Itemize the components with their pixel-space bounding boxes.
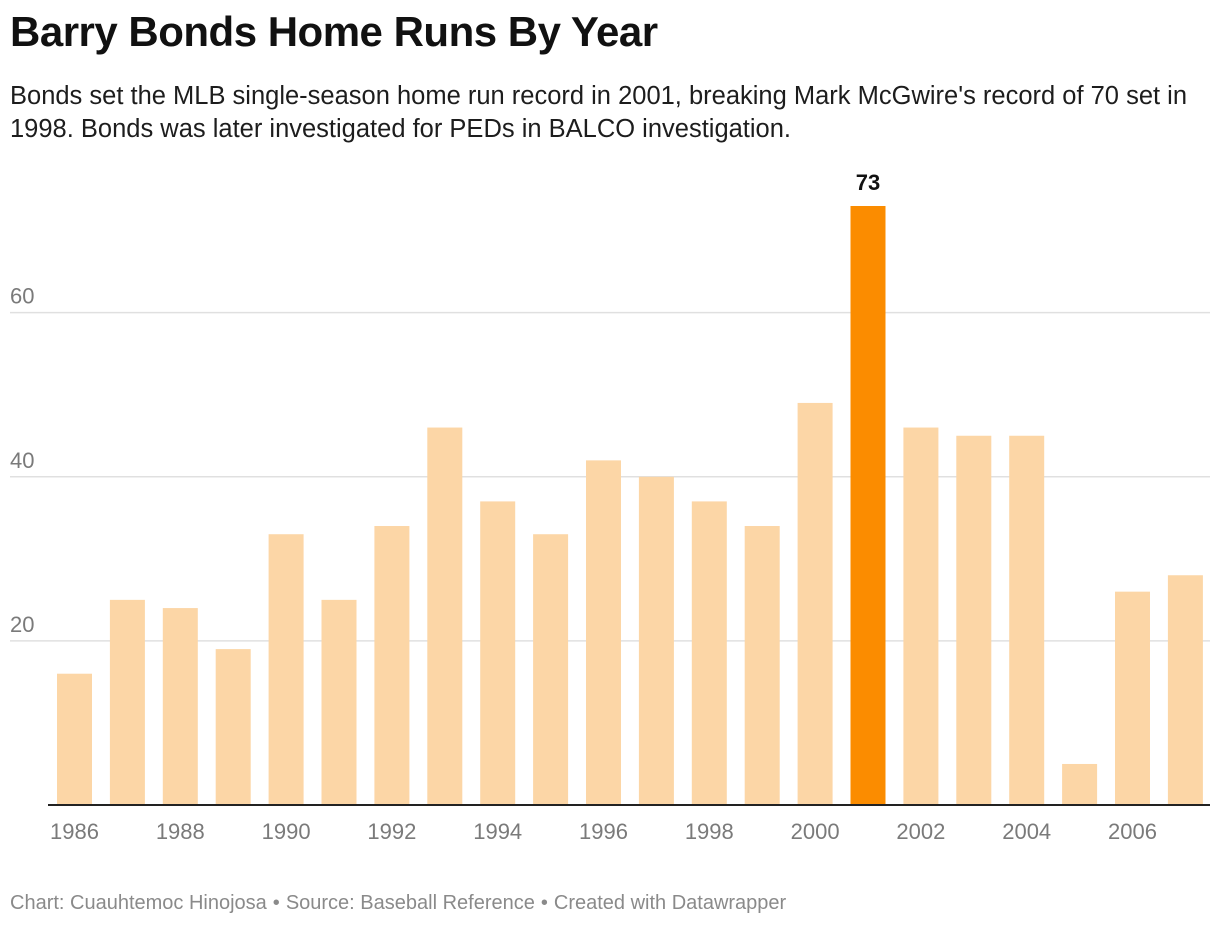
chart-footer: Chart: Cuauhtemoc Hinojosa • Source: Baseb… <box>10 892 786 915</box>
bar-1994 <box>480 501 516 805</box>
bar-2003 <box>956 435 992 805</box>
x-tick-label-2006: 2006 <box>1108 819 1157 844</box>
x-tick-label-2000: 2000 <box>791 819 840 844</box>
bar-1986 <box>57 673 92 805</box>
footer-created-with: Created with Datawrapper <box>553 892 787 914</box>
x-tick-label-1988: 1988 <box>156 819 205 844</box>
bar-2007 <box>1167 575 1203 805</box>
x-tick-label-2002: 2002 <box>896 819 945 844</box>
bar-1992 <box>374 526 410 805</box>
x-tick-label-1992: 1992 <box>367 819 416 844</box>
bar-2005 <box>1062 763 1098 805</box>
bar-1997 <box>638 476 674 805</box>
bar-2006 <box>1115 591 1150 805</box>
data-labels: 73 <box>856 170 880 195</box>
bar-chart: 20 40 60 73 1986 1988 1990 1992 1994 1996 1998 20… <box>10 170 1210 844</box>
bar-2001 <box>850 206 886 805</box>
footer-separator: • <box>540 892 548 914</box>
y-tick-label-40: 40 <box>10 448 34 473</box>
bar-1991 <box>321 599 357 805</box>
bar-1993 <box>427 427 463 805</box>
chart-title: Barry Bonds Home Runs By Year <box>10 8 658 55</box>
bar-1999 <box>744 526 780 805</box>
x-tick-label-1986: 1986 <box>50 819 99 844</box>
bar-2004 <box>1009 435 1045 805</box>
bar-2002 <box>903 427 939 805</box>
x-axis-ticks: 1986 1988 1990 1992 1994 1996 1998 2000 2002 2004… <box>50 819 1157 844</box>
bar-1995 <box>533 534 569 805</box>
bar-1989 <box>215 649 251 805</box>
y-axis-ticks: 20 40 60 <box>10 284 34 637</box>
bar-1988 <box>162 608 198 805</box>
bars <box>57 206 1203 805</box>
x-tick-label-1996: 1996 <box>579 819 628 844</box>
x-tick-label-1998: 1998 <box>685 819 734 844</box>
bar-1987 <box>109 599 145 805</box>
chart-subtitle: Bonds set the MLB single-season home run… <box>10 82 1188 143</box>
footer-separator: • <box>272 892 280 914</box>
data-label-2001: 73 <box>856 170 880 195</box>
bar-2000 <box>797 402 833 805</box>
bar-1998 <box>691 501 727 805</box>
footer-chart-credit: Chart: Cuauhtemoc Hinojosa <box>10 892 267 914</box>
bar-1990 <box>268 534 304 805</box>
x-tick-label-1994: 1994 <box>473 819 522 844</box>
y-tick-label-20: 20 <box>10 612 34 637</box>
bar-1996 <box>586 460 621 805</box>
footer-source: Source: Baseball Reference <box>285 892 535 914</box>
x-tick-label-1990: 1990 <box>262 819 311 844</box>
x-tick-label-2004: 2004 <box>1002 819 1051 844</box>
y-tick-label-60: 60 <box>10 284 34 309</box>
